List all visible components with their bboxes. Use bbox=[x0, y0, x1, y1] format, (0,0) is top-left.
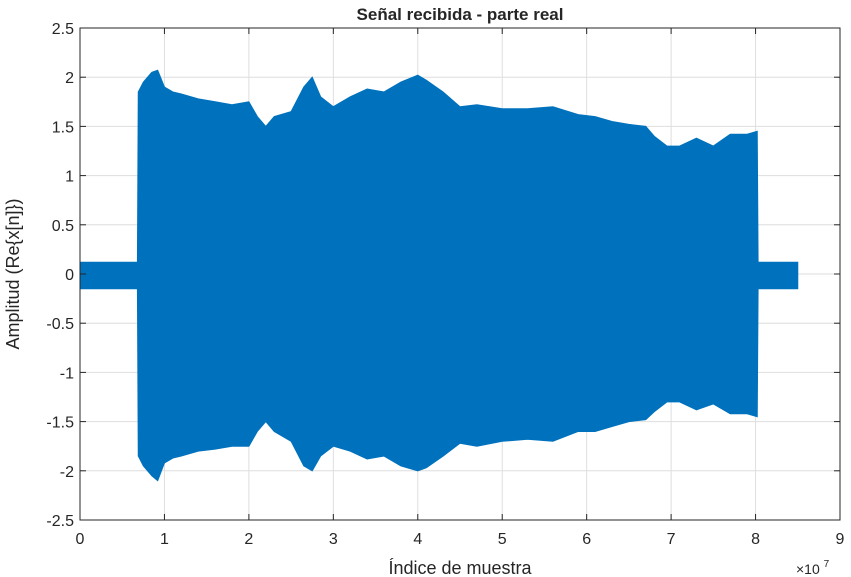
x-tick-label: 0 bbox=[76, 531, 85, 548]
y-tick-label: -2 bbox=[60, 464, 74, 481]
x-axis-label: Índice de muestra bbox=[388, 558, 532, 577]
x-tick-label: 7 bbox=[667, 531, 676, 548]
y-tick-label: 2.5 bbox=[52, 21, 74, 38]
x-tick-label: 5 bbox=[498, 531, 507, 548]
x-tick-label: 4 bbox=[413, 531, 422, 548]
x-axis-exponent: ×10 7 bbox=[796, 559, 830, 577]
series-0-envelope bbox=[79, 69, 799, 482]
y-tick-label: 1 bbox=[65, 169, 74, 186]
y-tick-label: -0.5 bbox=[46, 316, 74, 333]
y-tick-label: 2 bbox=[65, 70, 74, 87]
x-tick-label: 1 bbox=[160, 531, 169, 548]
series-layer bbox=[79, 69, 799, 482]
y-tick-label: 1.5 bbox=[52, 119, 74, 136]
x-tick-label: 3 bbox=[329, 531, 338, 548]
y-tick-label: -1.5 bbox=[46, 415, 74, 432]
x-tick-label: 6 bbox=[582, 531, 591, 548]
ticks: 0 1 2 3 4 5 6 7 8 9 2.5 2 1.5 1 0.5 0 -0.5 -1 -1.5 -2 -2.5 bbox=[46, 21, 844, 548]
x-tick-label: 8 bbox=[751, 531, 760, 548]
x-tick-label: 9 bbox=[836, 531, 845, 548]
y-axis-label: Amplitud (Re{x[n]}) bbox=[3, 198, 23, 349]
x-tick-label: 2 bbox=[244, 531, 253, 548]
x-axis-exponent-base: ×10 bbox=[796, 561, 820, 577]
y-tick-label: -1 bbox=[60, 365, 74, 382]
y-tick-label: 0 bbox=[65, 267, 74, 284]
y-tick-label: 0.5 bbox=[52, 218, 74, 235]
chart-title: Señal recibida - parte real bbox=[357, 5, 564, 24]
y-tick-label: -2.5 bbox=[46, 513, 74, 530]
x-axis-exponent-power: 7 bbox=[824, 559, 830, 570]
